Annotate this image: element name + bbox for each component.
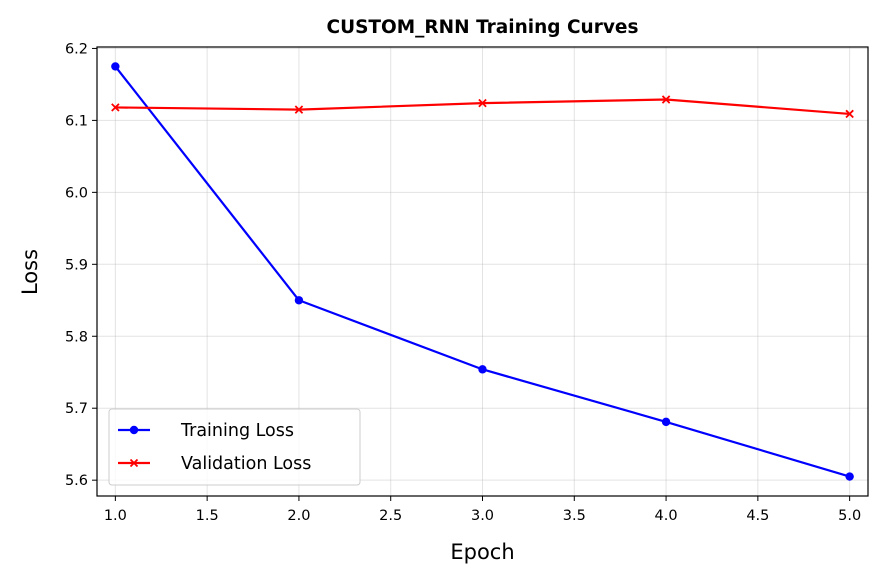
legend-label-training: Training Loss — [180, 421, 294, 441]
y-tick-label: 5.7 — [65, 401, 88, 417]
legend-marker-validation — [129, 458, 139, 468]
series-training — [111, 62, 854, 481]
y-tick-label: 6.2 — [65, 41, 88, 57]
data-point-validation — [111, 103, 120, 112]
x-tick-label: 4.0 — [655, 508, 678, 524]
y-axis-label: Loss — [18, 249, 42, 295]
data-point-training — [845, 472, 854, 481]
data-point-validation — [294, 105, 304, 114]
y-tick-label: 6.1 — [65, 113, 88, 129]
data-point-training — [111, 62, 120, 71]
data-point-training — [661, 417, 671, 427]
legend-label-validation: Validation Loss — [181, 454, 311, 474]
x-tick-label: 2.5 — [379, 508, 402, 524]
x-tick-label: 5.0 — [838, 508, 861, 524]
series-validation — [111, 95, 854, 119]
x-tick-label: 3.0 — [471, 508, 494, 524]
legend-marker-training — [129, 425, 139, 435]
y-tick-label: 5.6 — [65, 473, 88, 489]
x-tick-label: 2.0 — [287, 508, 310, 524]
x-tick-label: 1.5 — [196, 508, 219, 524]
data-point-training — [294, 296, 304, 305]
data-point-validation — [661, 95, 671, 104]
y-axis: 5.6 5.7 5.8 5.9 6.0 6.1 6.2 — [65, 41, 97, 489]
grid — [97, 47, 868, 496]
x-tick-label: 4.5 — [746, 508, 769, 524]
x-tick-label: 1.0 — [104, 508, 127, 524]
data-point-training — [478, 365, 487, 374]
x-axis: 1.0 1.5 2.0 2.5 3.0 3.5 4.0 4.5 5.0 — [104, 496, 861, 524]
y-tick-label: 6.0 — [65, 185, 88, 201]
chart-title: CUSTOM_RNN Training Curves — [327, 17, 639, 38]
series-layer — [111, 62, 854, 481]
y-tick-label: 5.9 — [65, 257, 88, 273]
y-tick-label: 5.8 — [65, 329, 88, 345]
x-tick-label: 3.5 — [563, 508, 586, 524]
legend-box — [108, 408, 361, 486]
data-point-validation — [845, 109, 854, 119]
x-axis-label: Epoch — [450, 540, 514, 564]
data-point-validation — [478, 98, 487, 108]
legend: Training Loss Validation Loss — [108, 408, 361, 486]
